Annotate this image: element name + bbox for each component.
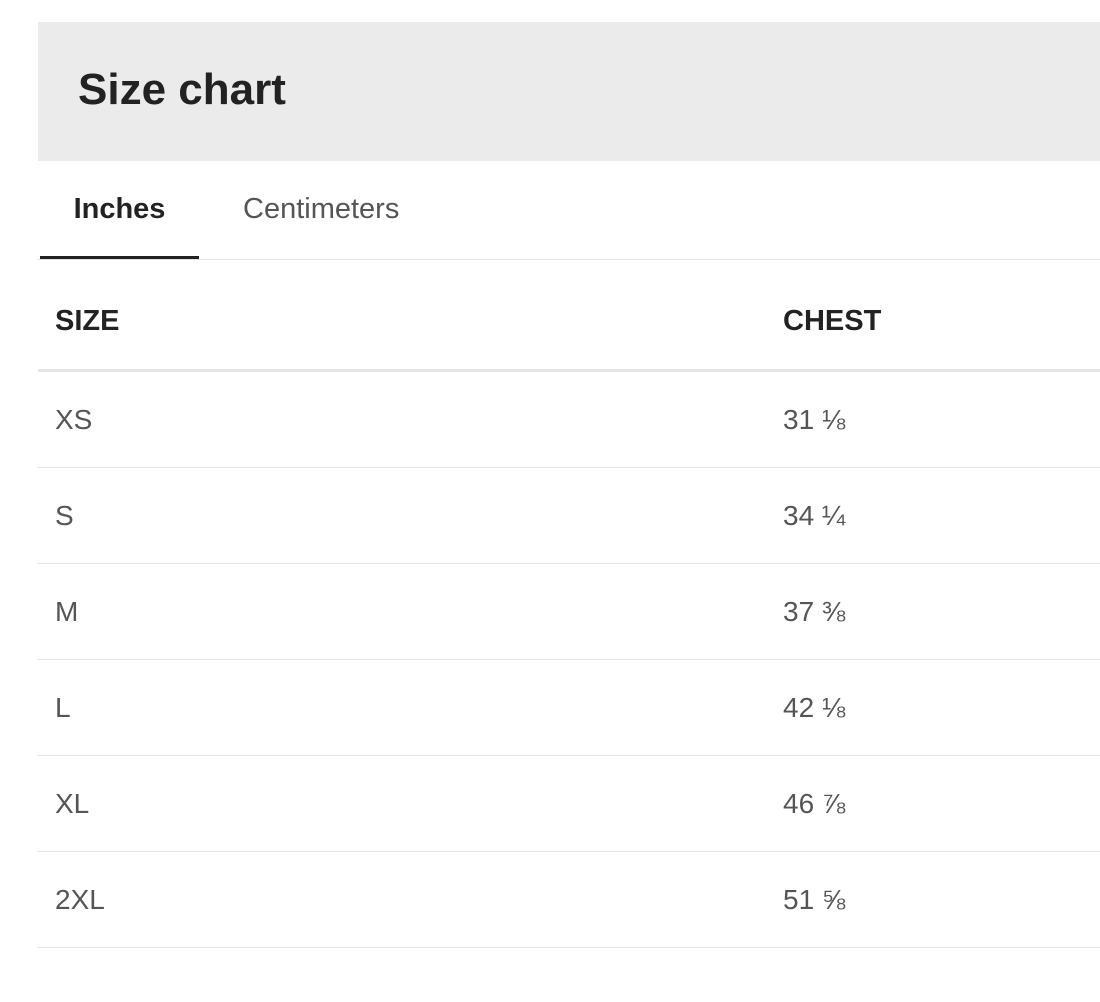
chest-cell: 31 ⅛ — [783, 370, 1100, 468]
size-cell: S — [38, 467, 783, 564]
chest-cell: 34 ¼ — [783, 467, 1100, 564]
unit-tabs: Inches Centimeters — [38, 161, 1100, 260]
tab-inches[interactable]: Inches — [40, 161, 199, 259]
size-table: SIZE CHEST XS 31 ⅛ S 34 ¼ M 37 ⅜ L 42 ⅛ XL 46 ⅞ 2X… — [38, 274, 1100, 948]
table-row: L 42 ⅛ — [38, 659, 1100, 756]
tab-centimeters[interactable]: Centimeters — [243, 193, 400, 225]
table-row: 2XL 51 ⅝ — [38, 851, 1100, 948]
size-cell: L — [38, 659, 783, 756]
table-row: XL 46 ⅞ — [38, 755, 1100, 852]
size-cell: 2XL — [38, 851, 783, 948]
table-row: S 34 ¼ — [38, 467, 1100, 564]
table-header-row: SIZE CHEST — [38, 274, 1100, 372]
chest-cell: 51 ⅝ — [783, 851, 1100, 948]
chest-cell: 42 ⅛ — [783, 659, 1100, 756]
size-chart-header: Size chart — [38, 22, 1100, 161]
size-cell: M — [38, 563, 783, 660]
chest-cell: 46 ⅞ — [783, 755, 1100, 852]
page-title: Size chart — [78, 65, 286, 114]
table-row: XS 31 ⅛ — [38, 370, 1100, 468]
chest-cell: 37 ⅜ — [783, 563, 1100, 660]
column-header-size: SIZE — [38, 274, 783, 372]
size-cell: XL — [38, 755, 783, 852]
column-header-chest: CHEST — [783, 274, 1100, 372]
size-cell: XS — [38, 370, 783, 468]
table-row: M 37 ⅜ — [38, 563, 1100, 660]
